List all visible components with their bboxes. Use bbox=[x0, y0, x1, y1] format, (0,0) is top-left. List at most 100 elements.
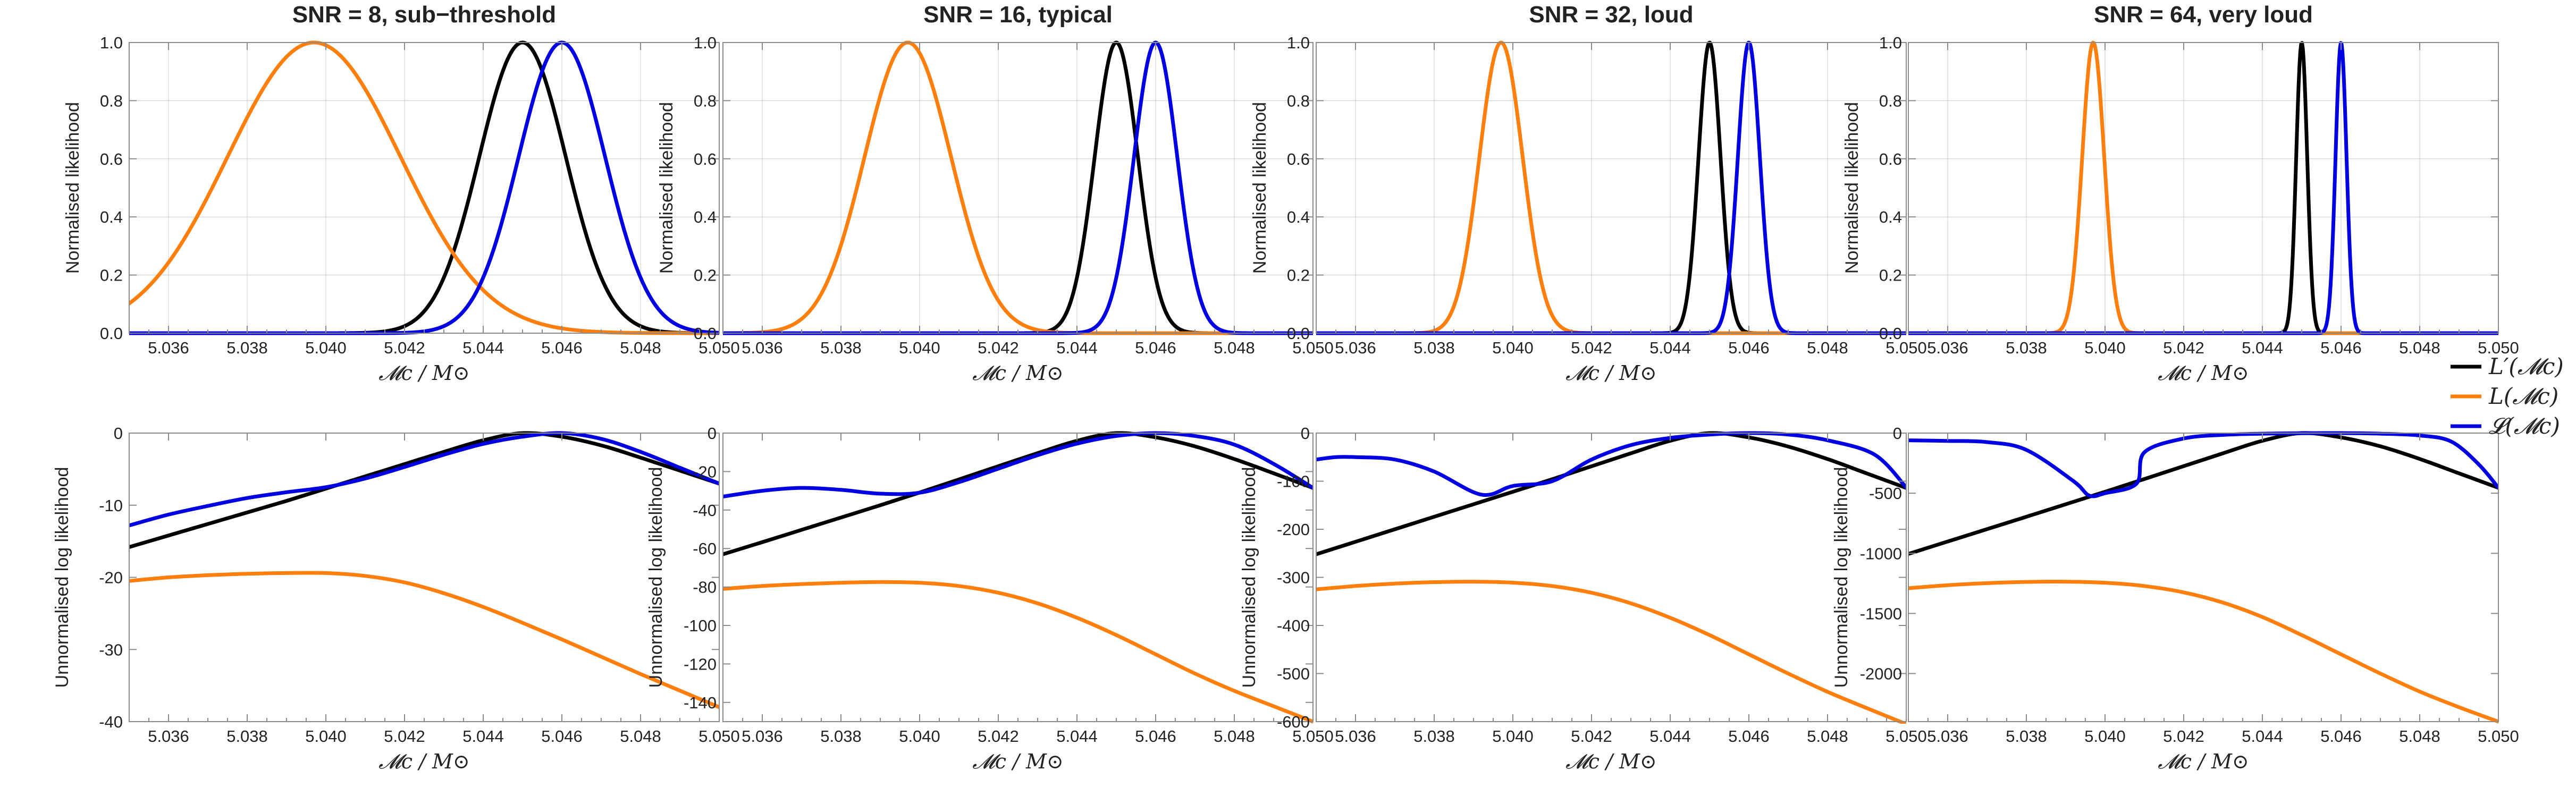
y-tick-label: 0 bbox=[708, 424, 717, 443]
x-axis-label: 𝓜c / M⊙ bbox=[972, 361, 1064, 385]
x-tick-label: 5.042 bbox=[978, 727, 1019, 746]
y-axis-label: Normalised likelihood bbox=[1842, 102, 1862, 274]
y-tick-label: -200 bbox=[1277, 520, 1310, 539]
series-group bbox=[129, 431, 719, 709]
x-axis-label: 𝓜c / M⊙ bbox=[378, 361, 470, 385]
x-tick-label: 5.036 bbox=[1335, 727, 1376, 746]
series-line-3 bbox=[1316, 40, 1906, 335]
series-line-2 bbox=[723, 40, 1313, 335]
legend-label: 𝓛(𝓜c) bbox=[2489, 413, 2560, 439]
legend-item-lprime: L′(𝓜c) bbox=[2451, 353, 2564, 379]
x-tick-label: 5.048 bbox=[1214, 338, 1255, 357]
x-tick-label: 5.050 bbox=[1885, 727, 1927, 746]
y-tick-label: -1500 bbox=[1860, 604, 1902, 623]
x-tick-label: 5.046 bbox=[541, 727, 583, 746]
series-line-2 bbox=[1316, 40, 1906, 335]
series-line-1 bbox=[129, 40, 719, 335]
legend-item-L: L(𝓜c) bbox=[2451, 383, 2558, 409]
series-group bbox=[1316, 431, 1906, 724]
x-tick-label: 5.050 bbox=[1292, 727, 1334, 746]
chart-panel-4: 5.036 5.038 5.040 5.042 5.044 5.046 5.048 5.050… bbox=[1842, 2, 2519, 385]
x-tick-label: 5.046 bbox=[1728, 727, 1770, 746]
series-line-2 bbox=[129, 571, 719, 709]
x-tick-label: 5.048 bbox=[1807, 727, 1848, 746]
chart-panel-1: 5.036 5.038 5.040 5.042 5.044 5.046 5.048 5.050… bbox=[63, 2, 740, 385]
y-tick-label: 0.4 bbox=[1879, 208, 1902, 226]
y-tick-label: 0.2 bbox=[100, 266, 123, 285]
plot-frame bbox=[129, 42, 720, 334]
panel-title: SNR = 8, sub−threshold bbox=[292, 2, 556, 28]
chart-panel-3: 5.036 5.038 5.040 5.042 5.044 5.046 5.048 5.050… bbox=[1250, 2, 1927, 385]
y-tick-label: 0.6 bbox=[1879, 150, 1902, 168]
y-tick-label: 0.8 bbox=[100, 91, 123, 110]
legend-label: L(𝓜c) bbox=[2488, 383, 2558, 409]
y-tick-label: 0.4 bbox=[1287, 208, 1310, 226]
y-tick-label: 0.6 bbox=[100, 150, 123, 168]
y-tick-label: -600 bbox=[1277, 713, 1310, 731]
series-line-2 bbox=[1908, 40, 2498, 335]
x-tick-label: 5.040 bbox=[2084, 338, 2126, 357]
chart-panel-6: 5.036 5.038 5.040 5.042 5.044 5.046 5.048 5.050… bbox=[646, 424, 1334, 773]
x-tick-label: 5.036 bbox=[1927, 338, 1968, 357]
x-tick-label: 5.050 bbox=[2478, 338, 2519, 357]
series-group bbox=[1908, 431, 2498, 724]
x-tick-label: 5.042 bbox=[1571, 727, 1612, 746]
x-tick-label: 5.042 bbox=[384, 727, 425, 746]
series-line-3 bbox=[723, 431, 1313, 498]
series-line-3 bbox=[1908, 41, 2498, 335]
x-tick-label: 5.044 bbox=[462, 727, 504, 746]
y-axis-label: Normalised likelihood bbox=[656, 102, 677, 274]
series-line-1 bbox=[723, 40, 1313, 335]
y-tick-label: -80 bbox=[693, 578, 717, 597]
y-tick-label: -140 bbox=[684, 693, 717, 712]
x-tick-label: 5.046 bbox=[1135, 727, 1176, 746]
x-tick-label: 5.040 bbox=[305, 727, 347, 746]
series-line-1 bbox=[723, 431, 1313, 556]
x-tick-label: 5.044 bbox=[2242, 727, 2283, 746]
x-tick-label: 5.040 bbox=[1492, 727, 1534, 746]
x-tick-label: 5.036 bbox=[148, 338, 189, 357]
y-tick-label: -40 bbox=[99, 713, 123, 731]
y-tick-label: 0.6 bbox=[1287, 150, 1310, 168]
y-axis-label: Unnormalised log likelihood bbox=[646, 467, 666, 688]
y-tick-label: 1.0 bbox=[694, 33, 717, 52]
x-axis-label: 𝓜c / M⊙ bbox=[1565, 361, 1657, 385]
y-tick-label: 0.4 bbox=[694, 208, 717, 226]
x-tick-label: 5.044 bbox=[2242, 338, 2283, 357]
y-tick-label: -120 bbox=[684, 655, 717, 673]
x-tick-label: 5.038 bbox=[2006, 727, 2047, 746]
x-tick-label: 5.042 bbox=[978, 338, 1019, 357]
y-tick-label: 0.6 bbox=[694, 150, 717, 168]
chart-panel-2: 5.036 5.038 5.040 5.042 5.044 5.046 5.048 5.050… bbox=[656, 2, 1334, 385]
x-tick-label: 5.048 bbox=[1214, 727, 1255, 746]
series-line-2 bbox=[723, 580, 1313, 724]
x-tick-label: 5.044 bbox=[1649, 338, 1691, 357]
x-tick-label: 5.036 bbox=[1927, 727, 1968, 746]
y-tick-label: 0 bbox=[1301, 424, 1310, 443]
x-tick-label: 5.046 bbox=[1135, 338, 1176, 357]
x-tick-label: 5.042 bbox=[2163, 338, 2204, 357]
x-tick-label: 5.036 bbox=[1335, 338, 1376, 357]
y-tick-label: 1.0 bbox=[100, 33, 123, 52]
y-tick-label: 0.0 bbox=[1287, 324, 1310, 343]
x-tick-label: 5.042 bbox=[2163, 727, 2204, 746]
plot-frame bbox=[722, 42, 1314, 334]
x-tick-label: 5.040 bbox=[899, 338, 940, 357]
y-tick-label: -10 bbox=[99, 496, 123, 515]
series-line-1 bbox=[1908, 41, 2498, 335]
y-tick-label: 0.8 bbox=[1879, 91, 1902, 110]
series-group bbox=[129, 40, 719, 335]
y-tick-label: -100 bbox=[1277, 472, 1310, 491]
chart-panel-5: 5.036 5.038 5.040 5.042 5.044 5.046 5.048 5.050… bbox=[52, 424, 740, 773]
plot-frame bbox=[1908, 433, 2499, 722]
y-tick-label: 0.0 bbox=[694, 324, 717, 343]
x-axis-label: 𝓜c / M⊙ bbox=[2158, 750, 2249, 773]
x-tick-label: 5.038 bbox=[1413, 727, 1455, 746]
x-tick-label: 5.050 bbox=[2478, 727, 2519, 746]
y-tick-label: -500 bbox=[1869, 484, 1902, 503]
plot-frame bbox=[1316, 42, 1907, 334]
y-tick-label: -20 bbox=[99, 569, 123, 587]
series-line-1 bbox=[1908, 431, 2498, 556]
legend: L′(𝓜c) L(𝓜c) 𝓛(𝓜c) bbox=[2451, 353, 2564, 439]
x-axis-label: 𝓜c / M⊙ bbox=[378, 750, 470, 773]
